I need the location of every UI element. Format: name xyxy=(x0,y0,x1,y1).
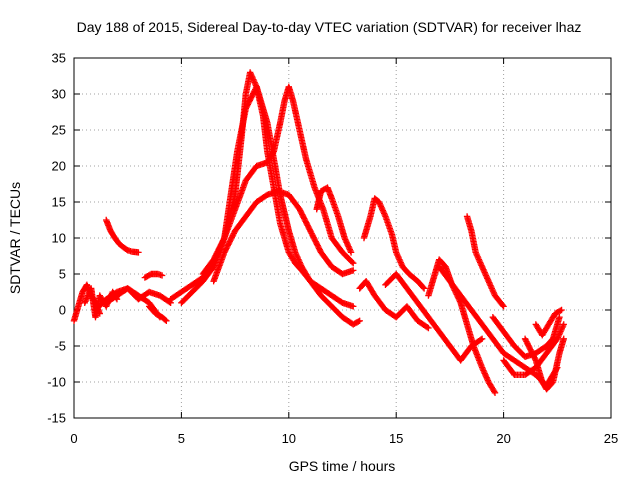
data-point xyxy=(355,318,362,325)
y-tick-label: 35 xyxy=(52,51,66,66)
y-tick-label: 0 xyxy=(59,303,66,318)
y-tick-label: 20 xyxy=(52,159,66,174)
y-tick-labels: -15 -10 -5 0 5 10 15 20 25 30 35 xyxy=(47,51,66,426)
data-point xyxy=(166,298,173,306)
data-point xyxy=(477,336,485,343)
data-point xyxy=(491,388,498,395)
data-point xyxy=(220,236,227,243)
y-tick-label: -15 xyxy=(47,411,66,426)
y-tick-label: -5 xyxy=(54,339,66,354)
data-point xyxy=(163,317,170,324)
data-point xyxy=(425,324,432,332)
x-tick-label: 15 xyxy=(389,431,403,446)
data-point xyxy=(557,307,564,314)
data-point xyxy=(135,249,142,256)
x-tick-label: 25 xyxy=(604,431,618,446)
x-tick-label: 10 xyxy=(282,431,296,446)
y-axis-label: SDTVAR / TECUs xyxy=(7,182,23,294)
data-point xyxy=(424,324,431,331)
data-point xyxy=(420,284,427,291)
data-point xyxy=(347,249,355,256)
data-point xyxy=(560,335,567,342)
y-tick-label: 10 xyxy=(52,231,66,246)
data-point xyxy=(350,260,357,267)
y-tick-label: -10 xyxy=(47,375,66,390)
data-point xyxy=(162,316,169,324)
data-point xyxy=(556,314,563,321)
x-axis-label: GPS time / hours xyxy=(289,458,396,474)
data-point xyxy=(269,149,277,157)
y-tick-label: 15 xyxy=(52,195,66,210)
y-tick-label: 5 xyxy=(59,267,66,282)
data-point xyxy=(558,306,565,314)
x-tick-label: 0 xyxy=(70,431,77,446)
data-point xyxy=(500,303,507,310)
x-tick-labels: 0 5 10 15 20 25 xyxy=(70,431,618,446)
y-tick-label: 25 xyxy=(52,123,66,138)
axis-ticks xyxy=(73,57,612,419)
y-tick-label: 30 xyxy=(52,87,66,102)
data-point xyxy=(491,389,499,396)
data-point xyxy=(499,302,506,309)
data-point xyxy=(478,335,486,342)
data-point xyxy=(348,258,356,266)
data-point xyxy=(420,285,428,292)
chart-title: Day 188 of 2015, Sidereal Day-to-day VTE… xyxy=(77,19,582,35)
data-point xyxy=(531,355,539,363)
data-point xyxy=(560,321,567,328)
data-point xyxy=(350,267,357,274)
data-points xyxy=(70,69,567,396)
data-point xyxy=(356,317,363,324)
x-tick-label: 5 xyxy=(178,431,185,446)
data-point xyxy=(350,303,357,310)
x-tick-label: 20 xyxy=(496,431,510,446)
data-point xyxy=(158,272,166,279)
